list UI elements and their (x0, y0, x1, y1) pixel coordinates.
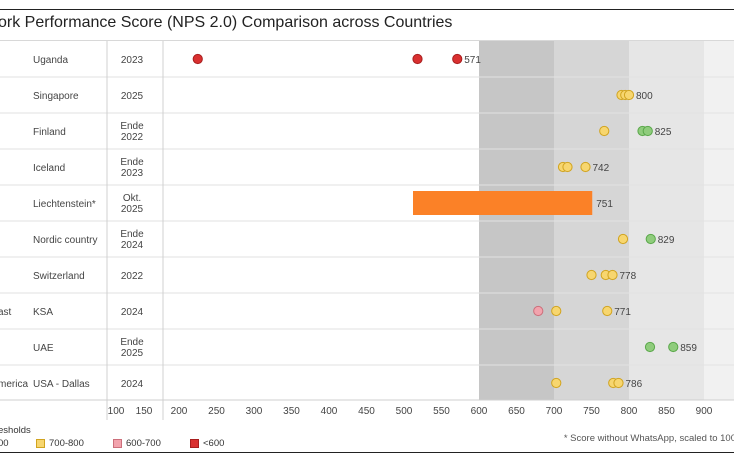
x-tick-label-450: 450 (358, 406, 375, 417)
region-label-7: ast (0, 307, 12, 318)
legend-item-green: 00 (0, 438, 9, 449)
legend-label-red: <600 (203, 438, 225, 449)
value-label-8: 859 (680, 343, 697, 354)
x-tick-label-850: 850 (658, 406, 675, 417)
x-tick-label-550: 550 (433, 406, 450, 417)
country-label-2: Finland (33, 127, 66, 138)
legend-swatch-yellow (36, 439, 45, 448)
value-label-1: 800 (636, 91, 653, 102)
footnote: * Score without WhatsApp, scaled to 100 (563, 433, 734, 444)
date-label-2: Ende 2022 (120, 121, 144, 143)
legend-label-pink: 600-700 (126, 438, 161, 449)
legend-item-red: <600 (190, 438, 224, 449)
data-point-2-2 (642, 125, 653, 137)
legend-title: esholds (0, 425, 31, 436)
title-divider (0, 40, 734, 41)
x-tick-label-800: 800 (621, 406, 638, 417)
data-point-0-0 (192, 53, 203, 65)
data-point-0-2 (452, 53, 463, 65)
data-point-8-0 (644, 341, 656, 353)
chart-frame (0, 9, 734, 453)
date-label-9: 2024 (121, 379, 144, 390)
country-label-0: Uganda (33, 55, 68, 66)
value-label-5: 829 (658, 235, 675, 246)
value-label-3: 742 (593, 163, 610, 174)
country-label-5: Nordic country (33, 235, 97, 246)
data-point-5-0 (617, 233, 629, 245)
value-label-0: 571 (464, 55, 481, 66)
data-point-8-1 (668, 341, 679, 353)
data-point-3-2 (580, 161, 591, 173)
data-point-6-0 (586, 269, 597, 281)
country-label-6: Switzerland (33, 271, 85, 282)
legend-item-yellow: 700-800 (36, 438, 84, 449)
data-point-1-2 (623, 89, 635, 101)
value-label-7: 771 (614, 307, 631, 318)
value-label-4: 751 (596, 199, 613, 210)
data-point-3-1 (562, 161, 573, 173)
data-point-7-1 (551, 305, 562, 317)
date-label-7: 2024 (121, 307, 144, 318)
date-label-8: Ende 2025 (120, 337, 144, 359)
value-label-6: 778 (620, 271, 637, 282)
data-point-9-2 (613, 377, 624, 389)
chart-title: ork Performance Score (NPS 2.0) Comparis… (0, 14, 453, 31)
country-label-8: UAE (33, 343, 54, 354)
x-tick-label-650: 650 (508, 406, 525, 417)
data-point-2-0 (599, 125, 610, 137)
data-point-0-1 (412, 53, 423, 65)
x-tick-label-700: 700 (546, 406, 563, 417)
date-label-0: 2023 (121, 55, 144, 66)
country-label-4: Liechtenstein* (33, 199, 96, 210)
date-label-1: 2025 (121, 91, 144, 102)
country-label-9: USA - Dallas (33, 379, 90, 390)
data-point-5-1 (645, 233, 656, 245)
score-bar-4 (413, 191, 593, 215)
x-tick-label-750: 750 (583, 406, 600, 417)
region-label-9: merica (0, 379, 28, 390)
legend-swatch-red (190, 439, 199, 448)
date-label-5: Ende 2024 (120, 229, 144, 251)
x-tick-label-350: 350 (283, 406, 300, 417)
legend-label-green: 00 (0, 438, 9, 449)
x-tick-label-600: 600 (471, 406, 488, 417)
data-point-7-2 (602, 305, 613, 317)
x-tick-label-150: 150 (136, 406, 153, 417)
country-label-7: KSA (33, 307, 53, 318)
x-tick-label-900: 900 (696, 406, 713, 417)
data-point-6-2 (607, 269, 618, 281)
x-tick-label-250: 250 (208, 406, 225, 417)
data-point-9-0 (551, 377, 562, 389)
country-label-1: Singapore (33, 91, 79, 102)
date-label-6: 2022 (121, 271, 144, 282)
x-tick-label-100: 100 (108, 406, 125, 417)
x-tick-label-200: 200 (171, 406, 188, 417)
date-label-4: Okt. 2025 (121, 193, 144, 215)
value-label-2: 825 (655, 127, 672, 138)
legend-label-yellow: 700-800 (49, 438, 84, 449)
x-tick-label-300: 300 (246, 406, 263, 417)
country-label-3: Iceland (33, 163, 65, 174)
legend-item-pink: 600-700 (113, 438, 161, 449)
legend-swatch-pink (113, 439, 122, 448)
data-point-7-0 (533, 305, 544, 317)
x-tick-label-400: 400 (321, 406, 338, 417)
value-label-9: 786 (626, 379, 643, 390)
date-label-3: Ende 2023 (120, 157, 144, 179)
x-tick-label-500: 500 (396, 406, 413, 417)
